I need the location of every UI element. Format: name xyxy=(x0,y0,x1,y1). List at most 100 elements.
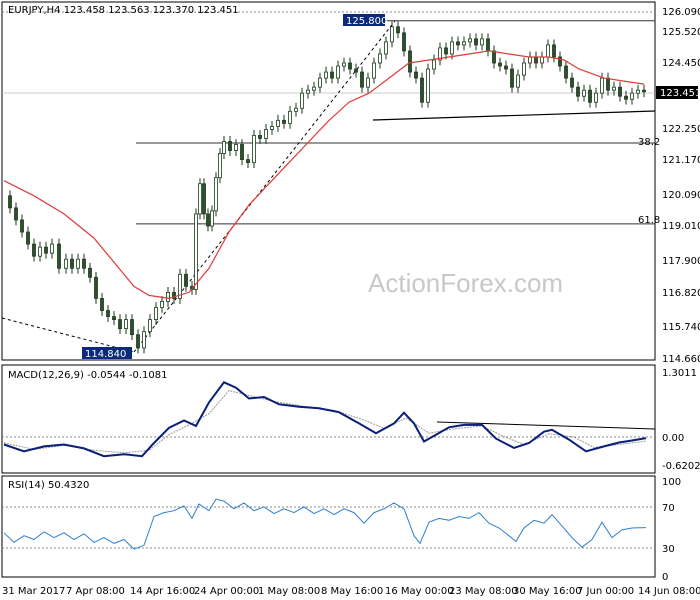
candle-body xyxy=(630,92,634,100)
candles-group xyxy=(8,21,646,354)
candle-body xyxy=(306,89,310,94)
candle-body xyxy=(372,62,376,79)
candle-body xyxy=(26,231,30,245)
candle-body xyxy=(492,50,496,64)
candle-body xyxy=(558,56,562,67)
candle-body xyxy=(576,86,580,97)
x-tick-8-may: 8 May 16:00 xyxy=(321,586,383,597)
candle-body xyxy=(222,141,226,154)
low-label: 114.840 xyxy=(85,349,126,360)
candle-body xyxy=(510,68,514,88)
candle-body xyxy=(528,56,532,64)
candle-body xyxy=(218,153,222,179)
candle-body xyxy=(534,56,538,64)
candle-body xyxy=(354,68,358,73)
candle-body xyxy=(504,65,508,70)
candle-body xyxy=(240,144,244,160)
candle-body xyxy=(318,77,322,88)
candle-body xyxy=(300,92,304,109)
macd-trendline xyxy=(436,421,656,430)
high-label: 125.800 xyxy=(346,16,387,27)
candle-body xyxy=(118,319,122,330)
macd-axis: 1.3011 0.00 -0.6202 xyxy=(662,368,700,472)
candle-body xyxy=(194,213,198,290)
x-tick-14-apr: 14 Apr 16:00 xyxy=(130,586,195,597)
y-tick-114660: 114.660 xyxy=(662,354,700,365)
candle-body xyxy=(214,177,218,212)
candle-body xyxy=(480,38,484,46)
candle-body xyxy=(624,95,628,100)
x-tick-24-apr: 24 Apr 00:00 xyxy=(194,586,259,597)
candle-body xyxy=(88,267,92,278)
candle-body xyxy=(44,246,48,254)
trend-line-lower xyxy=(1,317,135,353)
trend-line-upper xyxy=(133,20,396,353)
y-tick-122250: 122.250 xyxy=(662,124,700,135)
macd-tick-top: 1.3011 xyxy=(662,368,697,379)
candle-body xyxy=(378,53,382,64)
candle-body xyxy=(606,77,610,91)
macd-tick-bottom: -0.6202 xyxy=(662,461,700,472)
candle-body xyxy=(288,110,292,124)
macd-header: MACD(12,26,9) -0.0544 -0.1081 xyxy=(8,370,168,381)
candle-body xyxy=(160,301,164,308)
candle-body xyxy=(64,258,68,269)
candle-body xyxy=(402,32,406,52)
candle-body xyxy=(336,65,340,79)
candle-body xyxy=(57,243,61,269)
candle-body xyxy=(594,92,598,103)
candle-body xyxy=(234,144,238,151)
candle-body xyxy=(330,71,334,79)
y-tick-116820: 116.820 xyxy=(662,288,700,299)
rsi-panel: RSI(14) 50.4320 xyxy=(1,475,656,578)
candle-body xyxy=(564,65,568,79)
candle-body xyxy=(540,56,544,64)
y-tick-124450: 124.450 xyxy=(662,58,700,69)
current-price-label: 123.451 xyxy=(660,88,700,99)
candle-body xyxy=(252,135,256,164)
candle-body xyxy=(462,41,466,46)
candle-body xyxy=(486,38,490,52)
candle-body xyxy=(426,68,430,103)
candle-body xyxy=(366,77,370,88)
rsi-line xyxy=(3,498,647,550)
candle-body xyxy=(546,44,550,58)
macd-tick-zero: 0.00 xyxy=(662,433,684,444)
candle-body xyxy=(270,125,274,130)
candle-body xyxy=(420,77,424,103)
candle-body xyxy=(210,210,214,227)
candle-body xyxy=(450,41,454,55)
candle-body xyxy=(498,62,502,67)
y-tick-126090: 126.090 xyxy=(662,7,700,18)
candle-body xyxy=(474,38,478,46)
candle-body xyxy=(142,331,146,349)
candle-body xyxy=(360,71,364,88)
time-axis: 31 Mar 2017 7 Apr 08:00 14 Apr 16:00 24 … xyxy=(2,586,700,597)
candle-body xyxy=(516,74,520,88)
candle-body xyxy=(636,89,640,94)
candle-body xyxy=(154,307,158,320)
candle-body xyxy=(282,119,286,124)
candle-body xyxy=(438,47,442,61)
x-tick-7-apr: 7 Apr 08:00 xyxy=(66,586,125,597)
candle-body xyxy=(50,243,54,254)
candle-body xyxy=(522,62,526,76)
candle-body xyxy=(312,86,316,91)
y-tick-125520: 125.520 xyxy=(662,27,700,38)
candle-body xyxy=(136,334,140,349)
candle-body xyxy=(264,129,268,139)
price-panel: ActionForex.com EURJPY,H4 123.458 123.56… xyxy=(1,1,660,361)
price-header: EURJPY,H4 123.458 123.563 123.370 123.45… xyxy=(8,5,239,16)
candle-body xyxy=(20,219,24,233)
macd-panel: MACD(12,26,9) -0.0544 -0.1081 xyxy=(1,364,656,474)
y-tick-120090: 120.090 xyxy=(662,190,700,201)
candle-body xyxy=(82,258,86,269)
candle-body xyxy=(552,44,556,58)
y-tick-115740: 115.740 xyxy=(662,322,700,333)
x-tick-23-may: 23 May 08:00 xyxy=(449,586,518,597)
y-tick-117900: 117.900 xyxy=(662,256,700,267)
rsi-axis: 100 70 30 0 xyxy=(662,477,681,583)
high-label-box xyxy=(343,14,385,26)
candle-body xyxy=(612,86,616,91)
